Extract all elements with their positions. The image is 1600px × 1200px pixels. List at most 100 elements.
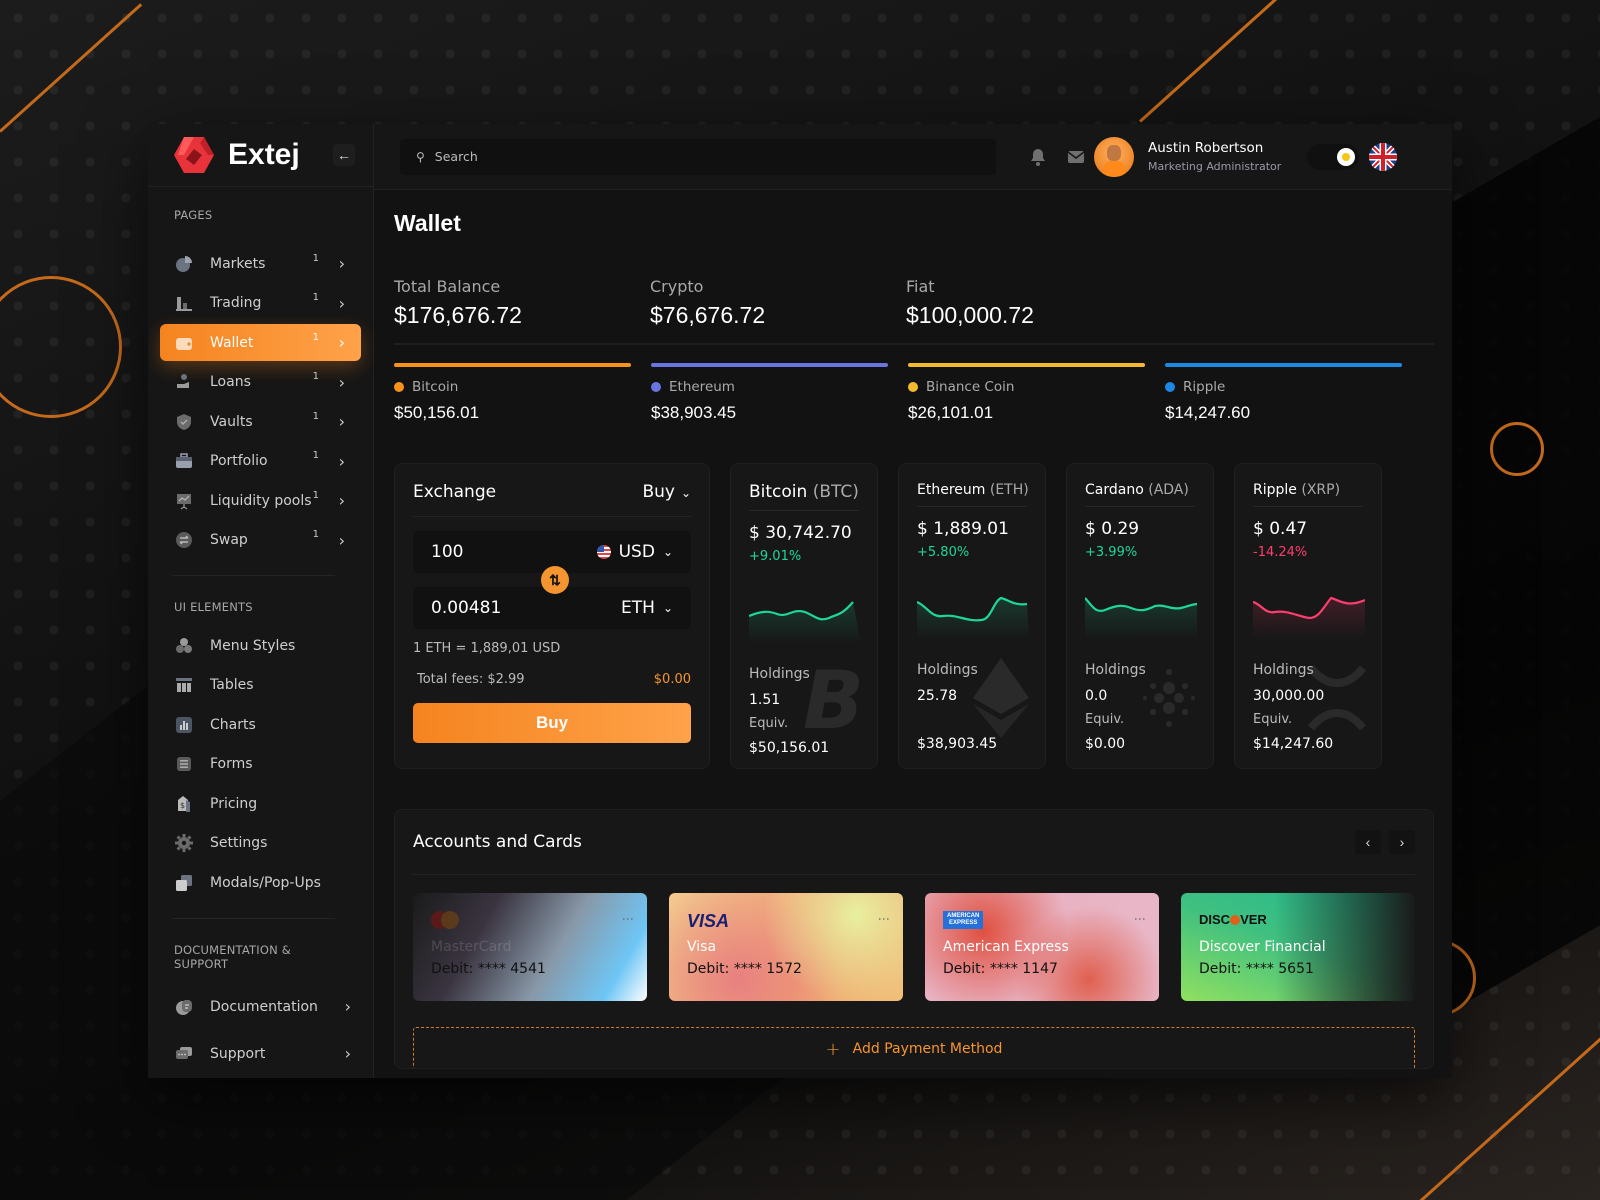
- more-options-icon[interactable]: ⋮: [877, 913, 891, 923]
- chevron-right-icon: ›: [338, 491, 345, 511]
- market-card-ripple[interactable]: Ripple (XRP) $ 0.47 -14.24% Holdings 30,000.…: [1234, 463, 1382, 769]
- sidebar-item-markets[interactable]: Markets 1 ›: [160, 245, 361, 283]
- coin-name: Ethereum: [669, 379, 735, 395]
- cardano-logo-icon: [1139, 658, 1199, 738]
- to-currency-select[interactable]: ETH ⌄: [621, 598, 673, 618]
- market-name: Cardano: [1085, 482, 1144, 498]
- swap-arrows-icon: [174, 530, 194, 550]
- payment-card-american-express[interactable]: AMERICAN EXPRESS American Express Debit: **…: [925, 893, 1159, 1001]
- sidebar-item-modals-pop-ups[interactable]: Modals/Pop-Ups: [160, 864, 361, 902]
- buy-button[interactable]: Buy: [413, 703, 691, 743]
- chart-icon: [174, 715, 194, 735]
- market-price: $ 30,742.70: [749, 523, 852, 543]
- sidebar-item-vaults[interactable]: Vaults 1 ›: [160, 403, 361, 441]
- collapse-sidebar-button[interactable]: ←: [333, 144, 355, 166]
- sidebar-item-portfolio[interactable]: Portfolio 1 ›: [160, 442, 361, 480]
- coin-summary-binance-coin: Binance Coin $26,101.01: [908, 363, 1145, 423]
- payment-card-visa[interactable]: VISA Visa Debit: **** 1572 ⋮: [669, 893, 903, 1001]
- count-badge: 1: [312, 450, 319, 462]
- count-badge: 1: [312, 371, 319, 383]
- equiv-label: [917, 712, 1027, 728]
- sidebar-item-charts[interactable]: Charts: [160, 706, 361, 744]
- from-currency-select[interactable]: USD ⌄: [596, 542, 673, 562]
- search-box[interactable]: ⚲: [400, 138, 996, 175]
- chevron-right-icon: ›: [338, 254, 345, 274]
- next-cards-button[interactable]: ›: [1389, 830, 1415, 854]
- sidebar-item-settings[interactable]: Settings: [160, 825, 361, 863]
- market-change: +3.99%: [1085, 545, 1138, 560]
- total-label: Crypto: [650, 277, 704, 296]
- sidebar-item-swap[interactable]: Swap 1 ›: [160, 521, 361, 559]
- user-name: Austin Robertson: [1148, 140, 1264, 156]
- card-number: Debit: **** 5651: [1199, 961, 1314, 977]
- bar-chart-icon: [174, 293, 194, 313]
- to-currency: ETH: [621, 598, 655, 618]
- to-amount-field[interactable]: 0.00481 ETH ⌄: [413, 587, 691, 629]
- prev-cards-button[interactable]: ‹: [1355, 830, 1381, 854]
- count-badge: 1: [312, 292, 319, 304]
- holdings-value: 1.51: [749, 692, 781, 708]
- sidebar-item-label: Tables: [210, 677, 254, 694]
- sidebar-item-support[interactable]: Support ›: [160, 1031, 361, 1076]
- sidebar-item-label: Support: [210, 1045, 266, 1062]
- chevron-right-icon: ›: [338, 293, 345, 313]
- sidebar-item-forms[interactable]: Forms: [160, 746, 361, 784]
- fees-label: Total fees: $2.99: [417, 672, 525, 687]
- sidebar-item-tables[interactable]: Tables: [160, 667, 361, 705]
- modal-icon: [174, 873, 194, 893]
- market-card-cardano[interactable]: Cardano (ADA) $ 0.29 +3.99% Holdings 0.0 Equi…: [1066, 463, 1214, 769]
- sidebar-item-documentation[interactable]: Documentation ›: [160, 984, 361, 1029]
- sidebar-item-liquidity-pools[interactable]: Liquidity pools 1 ›: [160, 482, 361, 520]
- sidebar-item-label: Vaults: [210, 413, 253, 430]
- add-payment-method-button[interactable]: + Add Payment Method: [413, 1027, 1415, 1068]
- sidebar-item-trading[interactable]: Trading 1 ›: [160, 284, 361, 322]
- sidebar-divider: [172, 917, 335, 919]
- more-options-icon[interactable]: ⋮: [1133, 913, 1147, 923]
- coin-color-bar: [1165, 363, 1402, 367]
- swap-direction-button[interactable]: ⇅: [541, 566, 569, 594]
- mail-icon[interactable]: [1066, 147, 1086, 167]
- card-number: Debit: **** 1147: [943, 961, 1058, 977]
- chevron-down-icon: ⌄: [662, 545, 673, 559]
- american-express-logo-icon: AMERICAN EXPRESS: [943, 911, 1141, 929]
- more-options-icon[interactable]: ⋮: [621, 913, 635, 923]
- uk-flag-icon[interactable]: [1369, 142, 1398, 171]
- payment-card-discover-financial[interactable]: DISC VER Discover Financial Debit: **** 565…: [1181, 893, 1415, 1001]
- exchange-mode-dropdown[interactable]: Buy ⌄: [642, 482, 691, 502]
- coin-name: Bitcoin: [412, 379, 459, 395]
- user-info[interactable]: Austin Robertson Marketing Administrator: [1148, 140, 1281, 173]
- sidebar-item-menu-styles[interactable]: Menu Styles: [160, 627, 361, 665]
- sidebar-item-pricing[interactable]: $ Pricing: [160, 785, 361, 823]
- payment-card-mastercard[interactable]: MasterCard Debit: **** 4541 ⋮: [413, 893, 647, 1001]
- sidebar-item-wallet[interactable]: Wallet 1 ›: [160, 323, 361, 362]
- wallet-content: Wallet Total Balance $176,676.72 Crypto …: [374, 190, 1452, 1069]
- holdings-value: 30,000.00: [1253, 688, 1325, 704]
- chat-icon: [174, 1044, 194, 1064]
- equiv-label: Equiv.: [1253, 712, 1293, 727]
- chevron-right-icon: ›: [338, 530, 345, 550]
- to-amount[interactable]: 0.00481: [431, 598, 502, 618]
- from-amount[interactable]: 100: [431, 542, 464, 562]
- search-input[interactable]: [434, 149, 980, 164]
- coin-name: Ripple: [1183, 379, 1226, 395]
- coin-icon: [394, 382, 404, 392]
- market-card-ethereum[interactable]: Ethereum (ETH) $ 1,889.01 +5.80% Holdings 25…: [898, 463, 1046, 769]
- fees-row: Total fees: $2.99 $0.00: [413, 672, 691, 687]
- decor-line: [0, 3, 143, 133]
- chevron-right-icon: ›: [338, 412, 345, 432]
- market-change: +5.80%: [917, 545, 970, 560]
- briefcase-icon: [174, 451, 194, 471]
- sidebar-item-label: Settings: [210, 835, 268, 852]
- market-card-bitcoin[interactable]: B Bitcoin (BTC) $ 30,742.70 +9.01% Holdings 1…: [730, 463, 878, 769]
- sidebar-item-label: Wallet: [210, 334, 254, 351]
- shield-check-icon: [174, 412, 194, 432]
- form-icon: [174, 754, 194, 774]
- coin-icon: [651, 382, 661, 392]
- sidebar-item-label: Forms: [210, 756, 253, 773]
- theme-toggle[interactable]: [1307, 143, 1360, 170]
- bell-icon[interactable]: [1028, 147, 1048, 167]
- coin-name: Binance Coin: [926, 379, 1015, 395]
- avatar[interactable]: [1094, 136, 1134, 177]
- holdings-value: 25.78: [917, 688, 958, 704]
- sidebar-item-loans[interactable]: Loans 1 ›: [160, 363, 361, 401]
